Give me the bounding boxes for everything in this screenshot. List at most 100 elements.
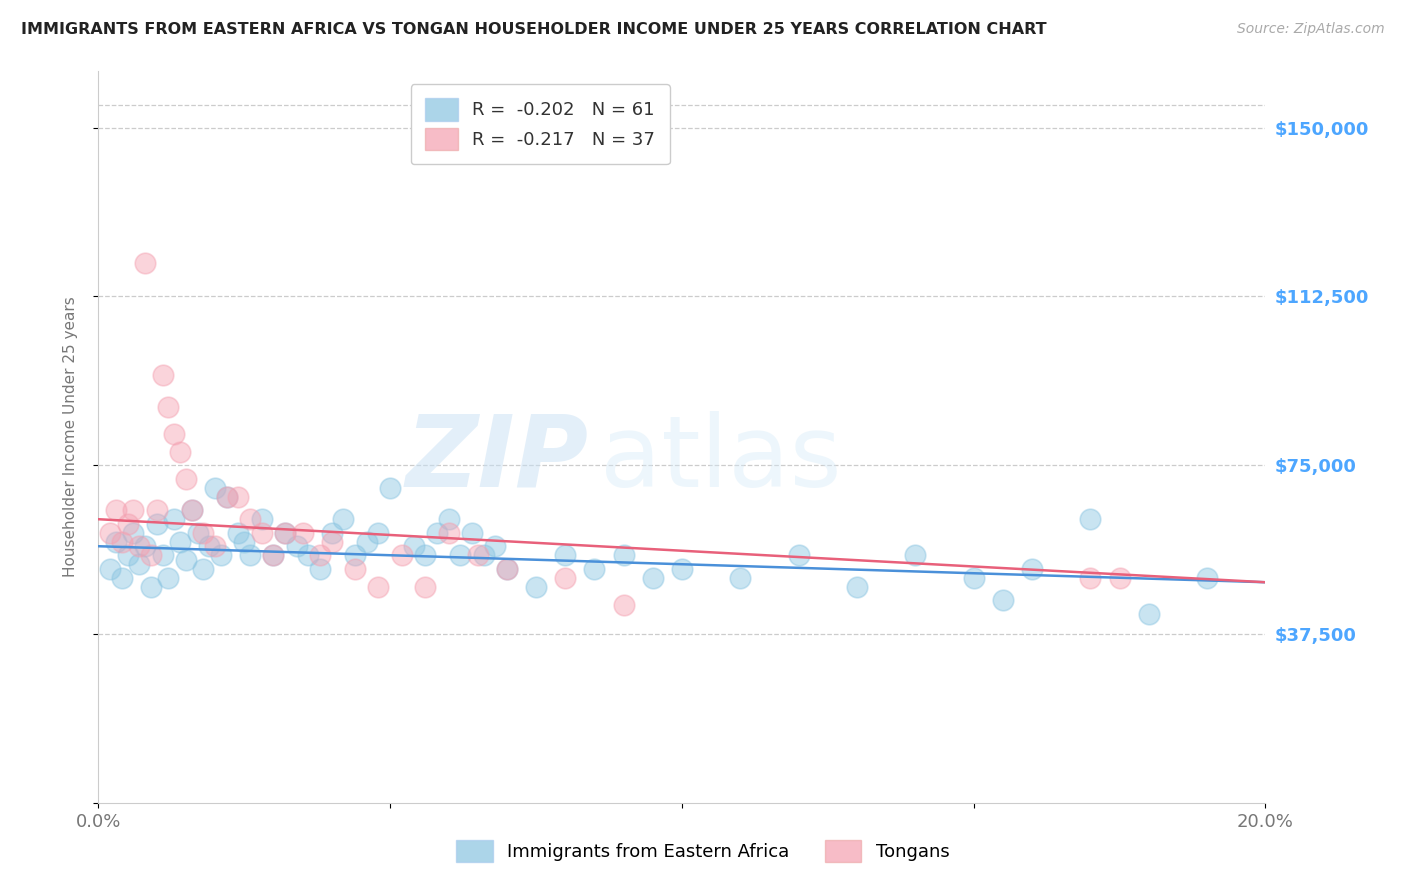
Point <box>332 512 354 526</box>
Point <box>250 525 273 540</box>
Point <box>426 525 449 540</box>
Point <box>787 548 810 562</box>
Point <box>128 558 150 572</box>
Point <box>274 525 297 540</box>
Point <box>139 580 162 594</box>
Point <box>461 525 484 540</box>
Point <box>117 516 139 531</box>
Point <box>962 571 984 585</box>
Point <box>98 562 121 576</box>
Point <box>128 539 150 553</box>
Point <box>380 481 402 495</box>
Point <box>134 539 156 553</box>
Point <box>146 503 169 517</box>
Point <box>583 562 606 576</box>
Point <box>262 548 284 562</box>
Point <box>169 444 191 458</box>
Point <box>122 503 145 517</box>
Point <box>367 525 389 540</box>
Point <box>193 525 215 540</box>
Point <box>496 562 519 576</box>
Point <box>250 512 273 526</box>
Y-axis label: Householder Income Under 25 years: Householder Income Under 25 years <box>63 297 77 577</box>
Point <box>169 534 191 549</box>
Point <box>321 525 343 540</box>
Point <box>111 571 134 585</box>
Point <box>239 512 262 526</box>
Point <box>344 562 367 576</box>
Point <box>152 548 174 562</box>
Point <box>104 503 127 517</box>
Point <box>904 548 927 562</box>
Point <box>472 548 495 562</box>
Point <box>391 548 413 562</box>
Point <box>356 534 378 549</box>
Text: IMMIGRANTS FROM EASTERN AFRICA VS TONGAN HOUSEHOLDER INCOME UNDER 25 YEARS CORRE: IMMIGRANTS FROM EASTERN AFRICA VS TONGAN… <box>21 22 1046 37</box>
Point <box>139 548 162 562</box>
Point <box>152 368 174 383</box>
Point <box>98 525 121 540</box>
Point <box>449 548 471 562</box>
Point <box>174 472 197 486</box>
Point <box>297 548 319 562</box>
Point <box>239 548 262 562</box>
Point <box>344 548 367 562</box>
Point <box>496 562 519 576</box>
Point <box>204 539 226 553</box>
Point <box>846 580 869 594</box>
Point <box>209 548 232 562</box>
Point <box>193 562 215 576</box>
Point <box>157 571 180 585</box>
Point <box>1080 512 1102 526</box>
Point <box>157 400 180 414</box>
Point <box>413 580 436 594</box>
Text: ZIP: ZIP <box>405 410 589 508</box>
Point <box>437 512 460 526</box>
Point <box>671 562 693 576</box>
Point <box>1021 562 1043 576</box>
Point <box>180 503 202 517</box>
Point <box>111 534 134 549</box>
Text: atlas: atlas <box>600 410 842 508</box>
Point <box>122 525 145 540</box>
Point <box>612 598 634 612</box>
Point <box>228 490 250 504</box>
Point <box>134 255 156 269</box>
Point <box>321 534 343 549</box>
Point <box>524 580 547 594</box>
Legend: Immigrants from Eastern Africa, Tongans: Immigrants from Eastern Africa, Tongans <box>449 833 957 870</box>
Point <box>146 516 169 531</box>
Point <box>612 548 634 562</box>
Point <box>484 539 506 553</box>
Point <box>467 548 489 562</box>
Point <box>291 525 314 540</box>
Legend: R =  -0.202   N = 61, R =  -0.217   N = 37: R = -0.202 N = 61, R = -0.217 N = 37 <box>411 84 669 164</box>
Point <box>730 571 752 585</box>
Point <box>274 525 297 540</box>
Point <box>215 490 238 504</box>
Point <box>163 426 186 441</box>
Point <box>437 525 460 540</box>
Point <box>204 481 226 495</box>
Point <box>554 571 576 585</box>
Point <box>1195 571 1218 585</box>
Point <box>187 525 209 540</box>
Point <box>554 548 576 562</box>
Point <box>367 580 389 594</box>
Point <box>163 512 186 526</box>
Point <box>262 548 284 562</box>
Point <box>991 593 1014 607</box>
Point <box>285 539 308 553</box>
Point <box>1108 571 1130 585</box>
Point <box>228 525 250 540</box>
Point <box>233 534 256 549</box>
Point <box>117 548 139 562</box>
Point <box>402 539 425 553</box>
Point <box>180 503 202 517</box>
Point <box>174 553 197 567</box>
Point <box>309 562 332 576</box>
Point <box>413 548 436 562</box>
Point <box>215 490 238 504</box>
Point <box>198 539 221 553</box>
Point <box>641 571 664 585</box>
